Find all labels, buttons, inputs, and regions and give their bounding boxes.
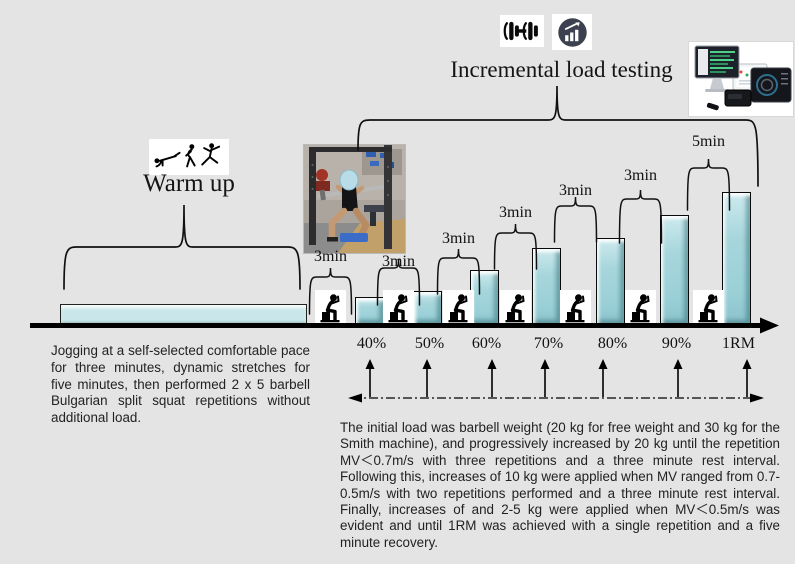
load-increase-arrowhead bbox=[673, 359, 683, 369]
rest-duration-label: 5min bbox=[692, 133, 725, 150]
load-increase-arrowhead bbox=[742, 359, 752, 369]
load-label: 90% bbox=[661, 335, 692, 352]
velocity-chart-badge-icon bbox=[552, 14, 592, 50]
rest-duration-label: 3min bbox=[499, 204, 532, 221]
load-bar bbox=[413, 291, 442, 325]
seated-rest-icon bbox=[695, 293, 722, 323]
load-label: 60% bbox=[471, 335, 502, 352]
load-bar bbox=[470, 270, 499, 325]
load-bar bbox=[660, 215, 689, 325]
load-increase-arrowhead bbox=[540, 359, 550, 369]
load-bar bbox=[722, 192, 751, 325]
seated-rest-icon bbox=[317, 293, 344, 323]
rest-period bbox=[500, 290, 531, 323]
load-bar bbox=[532, 248, 561, 325]
rest-brace bbox=[618, 189, 663, 244]
load-label: 40% bbox=[356, 335, 387, 352]
section-title: Incremental load testing bbox=[450, 57, 673, 82]
load-label: 80% bbox=[597, 335, 628, 352]
rest-duration-label: 3min bbox=[442, 230, 475, 247]
load-label: 50% bbox=[414, 335, 445, 352]
load-increase-arrowhead bbox=[365, 359, 375, 369]
seated-rest-icon bbox=[627, 293, 654, 323]
rest-period bbox=[625, 290, 656, 323]
warmup-duration-bar bbox=[60, 304, 307, 325]
rest-brace bbox=[553, 196, 598, 243]
rest-duration-label: 3min bbox=[624, 167, 657, 184]
rest-period bbox=[693, 290, 724, 323]
load-label: 1RM bbox=[722, 335, 755, 352]
load-increase-arrowhead bbox=[598, 359, 608, 369]
rest-duration-label: 3min bbox=[559, 182, 592, 199]
rest-period bbox=[443, 290, 474, 323]
rest-brace bbox=[493, 223, 538, 270]
rest-period bbox=[315, 290, 346, 323]
warmup-exercises-icon bbox=[149, 139, 229, 175]
rest-period bbox=[560, 290, 591, 323]
dumbbell-icon bbox=[500, 15, 544, 47]
load-label: 70% bbox=[533, 335, 564, 352]
rest-period bbox=[383, 290, 414, 323]
seated-rest-icon bbox=[502, 293, 529, 323]
bulgarian-split-squat-photo bbox=[303, 144, 406, 254]
load-bar bbox=[596, 238, 625, 325]
seated-rest-icon bbox=[562, 293, 589, 323]
loading-description: The initial load was barbell weight (20 … bbox=[340, 420, 780, 550]
load-bar bbox=[355, 297, 384, 325]
rest-duration-label: 3min bbox=[382, 253, 415, 270]
rest-duration-label: 3min bbox=[314, 248, 347, 265]
warmup-description: Jogging at a self-selected comfortable p… bbox=[51, 343, 310, 426]
velocity-tracking-devices-photo bbox=[688, 41, 794, 117]
warmup-title: Warm up bbox=[143, 170, 235, 197]
seated-rest-icon bbox=[445, 293, 472, 323]
seated-rest-icon bbox=[385, 293, 412, 323]
load-axis bbox=[348, 393, 764, 403]
warmup-brace bbox=[63, 204, 301, 290]
load-increase-arrowhead bbox=[487, 359, 497, 369]
load-increase-arrowhead bbox=[422, 359, 432, 369]
